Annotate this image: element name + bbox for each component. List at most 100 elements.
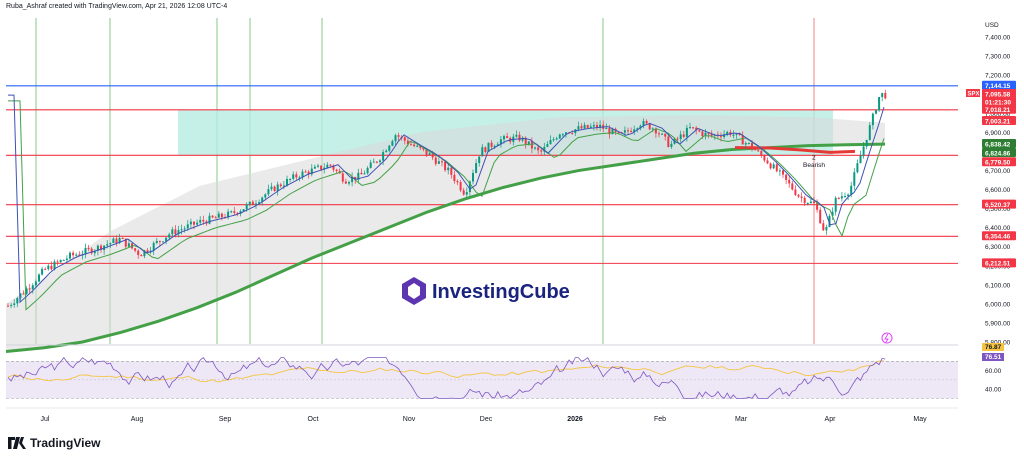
candle: [611, 128, 614, 135]
candle: [862, 146, 865, 156]
candle: [127, 243, 130, 247]
candle: [251, 201, 254, 205]
ma-short-green: [8, 100, 885, 311]
candle: [344, 181, 347, 184]
candle: [639, 125, 642, 129]
candle: [515, 134, 518, 137]
candle: [803, 197, 806, 204]
ma-red-line: [734, 146, 856, 154]
candle: [763, 155, 766, 161]
candle: [521, 137, 524, 141]
candle: [685, 127, 688, 137]
candle: [351, 176, 354, 183]
candle: [853, 172, 856, 186]
candle: [751, 142, 753, 150]
candle: [38, 274, 40, 282]
candle: [137, 250, 140, 255]
candle: [72, 252, 75, 256]
candle: [118, 237, 121, 244]
candle: [806, 202, 809, 204]
watermark-text: InvestingCube: [432, 281, 570, 303]
candle: [416, 145, 419, 147]
x-tick-label: May: [913, 416, 927, 423]
x-tick-label: Sep: [219, 416, 232, 423]
candle: [465, 192, 468, 195]
rsi-tick-label: 40.00: [985, 387, 1002, 394]
candle: [202, 219, 205, 222]
candle: [394, 135, 397, 142]
candle: [189, 221, 192, 225]
investingcube-logo-inner: [408, 283, 420, 299]
candle: [397, 135, 400, 137]
candle: [7, 305, 9, 307]
y-tick-label: 6,300.00: [985, 244, 1011, 251]
candle: [264, 194, 267, 198]
candle: [134, 248, 137, 251]
candle: [676, 138, 679, 140]
candle: [372, 161, 375, 163]
candle: [444, 161, 447, 171]
candle: [286, 178, 288, 186]
candle: [10, 304, 13, 306]
candle: [552, 139, 555, 141]
candle: [785, 174, 788, 180]
rsi-ma-tag-bg: [982, 343, 1004, 351]
candle: [87, 247, 90, 249]
ma-tag-green-2: 6,824.86: [985, 150, 1011, 157]
candle: [747, 142, 750, 144]
candle: [177, 230, 180, 235]
lightning-icon: [884, 333, 889, 343]
candle: [69, 252, 71, 259]
candles-group: [7, 89, 887, 309]
candle: [797, 194, 800, 197]
candle: [273, 186, 276, 192]
candle: [28, 288, 31, 290]
candle: [670, 143, 673, 148]
y-tick-label: 6,600.00: [985, 187, 1011, 194]
candle: [605, 128, 608, 130]
candle: [369, 162, 372, 168]
level-tag-bg: [982, 258, 1016, 268]
level-tag: 7,018.21: [985, 107, 1011, 114]
candle: [410, 144, 412, 146]
candle: [41, 268, 44, 275]
candle: [301, 171, 304, 178]
candle: [93, 250, 96, 254]
candle: [146, 250, 149, 253]
level-tag-blue: 7,144.15: [985, 83, 1011, 90]
candle: [388, 145, 391, 151]
candle: [589, 126, 592, 128]
candle: [425, 149, 428, 155]
candle: [47, 265, 50, 270]
candle: [298, 177, 301, 179]
candle: [208, 215, 211, 224]
candle: [840, 196, 843, 199]
level-tag-bg: [982, 157, 1016, 167]
candle: [809, 201, 812, 203]
candle: [468, 181, 471, 193]
candle: [96, 245, 99, 251]
candle: [478, 156, 481, 164]
candle: [661, 133, 664, 135]
candle: [651, 128, 654, 130]
candle: [375, 161, 378, 163]
annotation-number: 2: [812, 154, 816, 161]
candle: [760, 150, 763, 156]
tradingview-brand: TradingView: [30, 436, 101, 450]
candle: [462, 190, 465, 195]
price-tag-current: 7,095.58: [985, 91, 1011, 98]
x-tick-label: Apr: [825, 416, 837, 423]
candle: [124, 238, 127, 247]
candle: [565, 132, 567, 135]
candle: [121, 237, 124, 239]
rsi-ma-tag: 76.87: [985, 344, 1002, 351]
candle: [236, 212, 239, 214]
candle: [555, 138, 558, 140]
candle: [778, 170, 781, 172]
candle: [428, 153, 431, 155]
candle: [326, 164, 329, 168]
candle: [769, 163, 772, 169]
candle: [549, 140, 552, 145]
candle: [307, 171, 310, 175]
